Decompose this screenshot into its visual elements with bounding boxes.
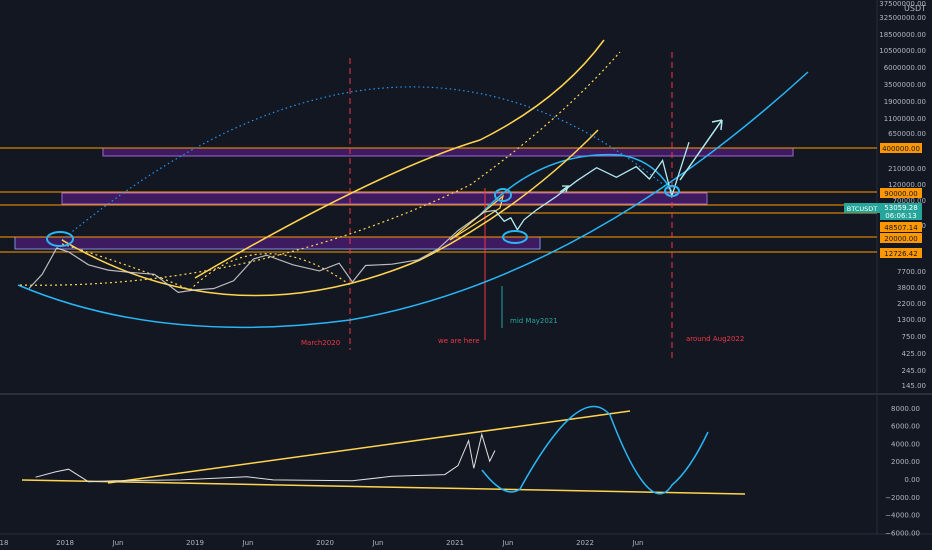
time-tick-label: Jun bbox=[242, 539, 254, 547]
arrow-up-final bbox=[679, 119, 723, 181]
blue-projection-arc bbox=[479, 153, 673, 216]
label-90k: 90000.00 bbox=[884, 190, 917, 198]
time-tick-label: 2020 bbox=[316, 539, 334, 547]
time-tick-labels: 18 2018 Jun 2019 Jun 2020 Jun 2021 Jun 2022 Jun bbox=[0, 539, 643, 547]
price-tick-label: 3500000.00 bbox=[884, 81, 926, 89]
time-tick-label: Jun bbox=[632, 539, 644, 547]
indicator-tick-label: 4000.00 bbox=[891, 440, 920, 448]
time-tick-label: 2021 bbox=[446, 539, 464, 547]
time-tick-label: 2022 bbox=[576, 539, 594, 547]
label-20k: 20000.00 bbox=[884, 235, 917, 243]
indicator-tick-label: 2000.00 bbox=[891, 458, 920, 466]
indicator-tick-labels: 8000.00 6000.00 4000.00 2000.00 0.00 −2000.00… bbox=[885, 405, 920, 538]
yellow-upper-curve bbox=[194, 39, 605, 279]
indicator-projection-wave bbox=[481, 405, 709, 495]
label-90k-bg bbox=[880, 188, 922, 198]
circle-may-low bbox=[502, 230, 528, 244]
symbol-tag-bg bbox=[844, 203, 880, 213]
time-tick-label: Jun bbox=[502, 539, 514, 547]
label-48k: 48507.14 bbox=[884, 224, 918, 232]
price-level-labels: 400000.00 90000.00 BTCUSDT 53059.28 06:0… bbox=[844, 143, 922, 258]
price-tick-label: 1300.00 bbox=[897, 316, 926, 324]
yellow-lower-bowl bbox=[61, 129, 599, 297]
price-tick-label: 1100000.00 bbox=[884, 115, 926, 123]
price-tick-label: 37500000.00 bbox=[879, 0, 926, 8]
price-tick-label: 120000.00 bbox=[888, 181, 926, 189]
annotation-mid-may: mid May2021 bbox=[510, 317, 558, 325]
label-20k-bg bbox=[880, 233, 922, 243]
price-tick-labels: 37500000.00 32500000.00 18500000.00 1050000… bbox=[879, 0, 926, 390]
currency-label: USDT bbox=[904, 4, 926, 13]
price-tick-label: 650000.00 bbox=[888, 130, 926, 138]
circle-2018-top bbox=[46, 231, 74, 247]
indicator-series[interactable] bbox=[35, 432, 496, 483]
indicator-tick-label: −2000.00 bbox=[885, 494, 920, 502]
price-tick-label: 425.00 bbox=[902, 350, 927, 358]
price-series[interactable] bbox=[28, 209, 496, 294]
indicator-trendlines bbox=[21, 405, 746, 495]
label-countdown: 06:06:13 bbox=[885, 212, 916, 220]
price-tick-label: 18500000.00 bbox=[879, 31, 926, 39]
yellow-dotted-arc-mid bbox=[189, 253, 351, 291]
price-tick-label: 3800.00 bbox=[897, 284, 926, 292]
time-tick-label: 2018 bbox=[56, 539, 74, 547]
indicator-upper-trend bbox=[107, 410, 631, 484]
indicator-pane[interactable] bbox=[0, 396, 877, 534]
zone-90k bbox=[61, 192, 708, 205]
price-tick-label: 10500000.00 bbox=[879, 47, 926, 55]
circle-markers bbox=[46, 185, 680, 247]
yellow-dotted-curve bbox=[19, 51, 621, 286]
time-tick-label: 2019 bbox=[186, 539, 204, 547]
time-tick-label: Jun bbox=[112, 539, 124, 547]
circle-2021-top bbox=[494, 188, 512, 202]
label-48k-bg bbox=[880, 222, 922, 232]
symbol-tag: BTCUSDT bbox=[847, 205, 877, 213]
label-12k: 12726.42 bbox=[884, 250, 917, 258]
label-400k: 400000.00 bbox=[882, 145, 920, 153]
yellow-curves bbox=[19, 39, 621, 297]
price-tick-label: 2200.00 bbox=[897, 300, 926, 308]
annotation-march2020: March2020 bbox=[301, 339, 340, 347]
price-tick-label: 7700.00 bbox=[897, 268, 926, 276]
price-tick-label: 145.00 bbox=[902, 382, 927, 390]
price-tick-label: 750.00 bbox=[902, 333, 927, 341]
price-tick-label: 210000.00 bbox=[888, 165, 926, 173]
indicator-tick-label: 6000.00 bbox=[891, 423, 920, 431]
indicator-tick-label: −4000.00 bbox=[885, 512, 920, 520]
time-tick-label: Jun bbox=[372, 539, 384, 547]
blue-dotted-arc bbox=[61, 86, 673, 241]
indicator-lower-trend bbox=[21, 479, 746, 495]
label-400k-bg bbox=[880, 143, 922, 153]
price-tick-label: 32500000.00 bbox=[879, 14, 926, 22]
price-tick-label: 70000.00 bbox=[893, 197, 926, 205]
indicator-tick-label: −6000.00 bbox=[885, 529, 920, 537]
indicator-tick-label: 0.00 bbox=[904, 476, 920, 484]
circle-aug2022 bbox=[664, 185, 680, 197]
horizontal-levels bbox=[0, 147, 877, 253]
zone-400k bbox=[102, 147, 794, 157]
zone-20k bbox=[14, 236, 541, 250]
price-tick-label: 245.00 bbox=[902, 367, 927, 375]
price-tick-label: 1900000.00 bbox=[884, 98, 926, 106]
annotation-aug2022: around Aug2022 bbox=[686, 335, 744, 343]
price-tick-label: 6000000.00 bbox=[884, 64, 926, 72]
time-axis[interactable] bbox=[0, 534, 932, 550]
label-price: 53059.28 bbox=[884, 204, 917, 212]
projection-arrows bbox=[559, 119, 723, 193]
arrow-up-1 bbox=[559, 185, 570, 193]
time-markers bbox=[349, 52, 673, 360]
projection-path bbox=[494, 142, 690, 231]
label-12k-bg bbox=[880, 248, 922, 258]
annotation-we-are-here: we are here bbox=[438, 337, 480, 345]
time-tick-label: 18 bbox=[0, 539, 8, 547]
label-price-bg bbox=[880, 203, 922, 220]
indicator-tick-label: 8000.00 bbox=[891, 405, 920, 413]
